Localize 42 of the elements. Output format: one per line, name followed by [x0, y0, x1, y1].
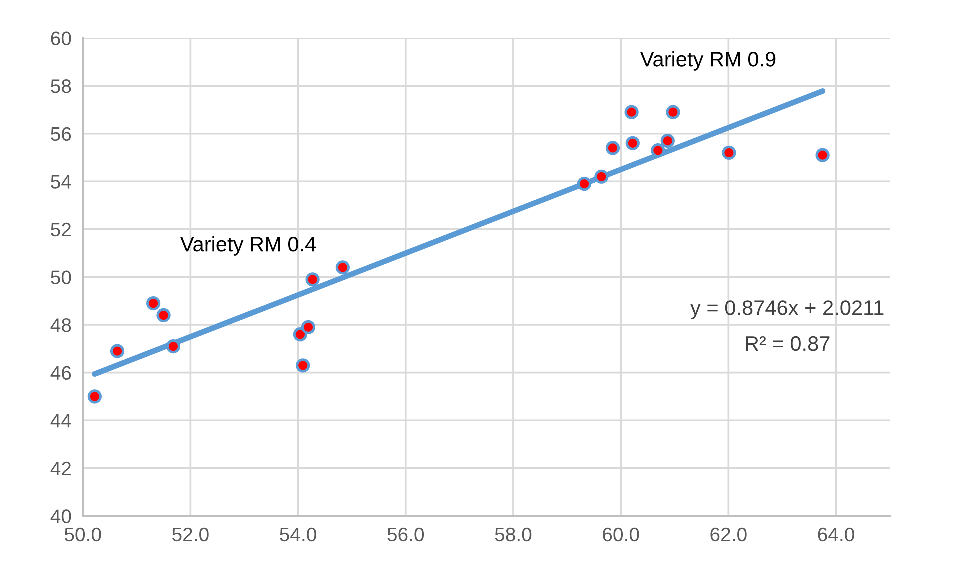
y-tick-label: 58 — [51, 80, 72, 94]
point — [666, 105, 680, 120]
y-tick-label: 50 — [51, 270, 72, 284]
point — [577, 176, 592, 192]
point — [146, 296, 161, 311]
point — [606, 141, 620, 156]
x-tick-label: 60.0 — [603, 528, 640, 542]
x-tick-label: 54.0 — [280, 528, 316, 542]
x-tick-label: 62.0 — [710, 528, 747, 542]
y-tick-label: 48 — [50, 318, 72, 332]
x-tick-label: 64.0 — [818, 528, 854, 542]
y-tick-label: 42 — [50, 462, 71, 476]
point — [626, 136, 640, 150]
point — [296, 358, 310, 373]
y-tick-label: 56 — [51, 127, 72, 142]
point — [156, 308, 171, 323]
annotation: y = 0.8746x + 2.0211 — [690, 300, 884, 320]
point — [110, 344, 125, 358]
point — [660, 134, 675, 148]
annotation: R² = 0.87 — [746, 336, 830, 352]
x-tick-label: 56.0 — [388, 528, 424, 542]
x-tick-label: 58.0 — [495, 528, 532, 542]
point — [594, 170, 609, 184]
point — [88, 390, 102, 404]
point — [816, 148, 830, 162]
point — [336, 260, 350, 275]
annotation: Variety RM 0.4 — [180, 236, 316, 256]
annotation: Variety RM 0.9 — [640, 52, 776, 71]
point — [301, 320, 316, 334]
x-tick-label: 52.0 — [172, 528, 209, 542]
y-tick-label: 60 — [51, 32, 72, 46]
y-tick-label: 44 — [50, 414, 72, 428]
point — [166, 339, 181, 354]
y-tick-label: 40 — [50, 510, 72, 524]
point — [306, 272, 320, 287]
y-tick-label: 52 — [51, 222, 71, 237]
point — [722, 146, 736, 160]
point — [624, 105, 639, 120]
point — [651, 144, 666, 158]
y-tick-label: 54 — [51, 175, 72, 189]
y-tick-label: 46 — [50, 366, 72, 380]
x-tick-label: 50.0 — [64, 528, 102, 542]
